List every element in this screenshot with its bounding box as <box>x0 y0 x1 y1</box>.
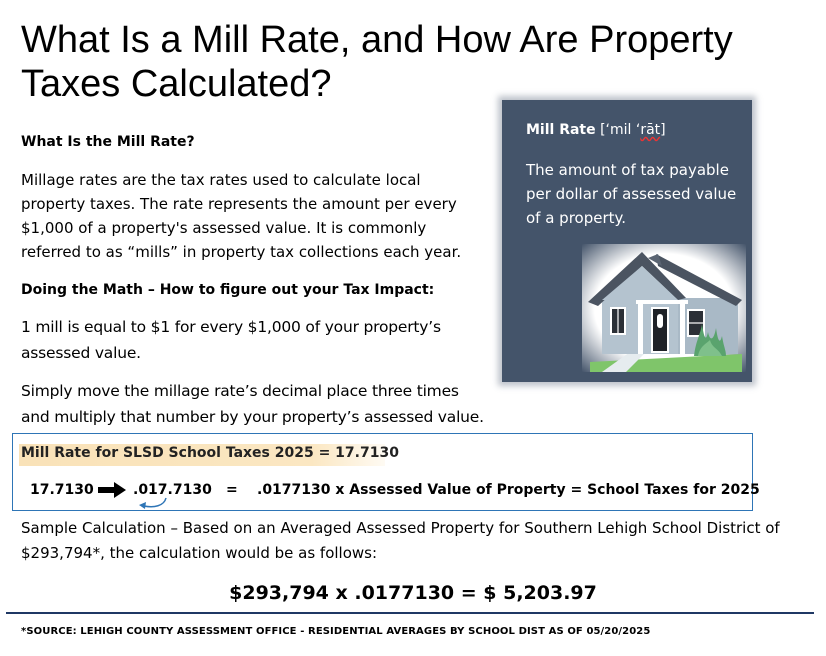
paragraph-line: property taxes. The rate represents the … <box>21 195 457 213</box>
paragraph-line: assessed value. <box>21 344 141 362</box>
mill-equals-paragraph: 1 mill is equal to $1 for every $1,000 o… <box>21 314 441 366</box>
mill-rate-definition-card: Mill Rate [‘mil ‘rāt] The amount of tax … <box>502 100 752 382</box>
rate-highlight <box>19 444 385 466</box>
pronunciation-mid: rāt <box>640 122 661 138</box>
house-icon <box>588 252 742 372</box>
paragraph-line: referred to as “mills” in property tax c… <box>21 243 462 261</box>
move-decimal-paragraph: Simply move the millage rate’s decimal p… <box>21 378 484 430</box>
slsd-mill-rate: Mill Rate for SLSD School Taxes 2025 = 1… <box>21 445 399 461</box>
card-term: Mill Rate [‘mil ‘rāt] <box>526 122 666 138</box>
card-definition: The amount of tax payable per dollar of … <box>526 158 741 230</box>
rate-value: 17.7130 <box>30 482 94 498</box>
paragraph-line: and multiply that number by your propert… <box>21 408 484 426</box>
rate-calculation-box <box>12 433 753 511</box>
definition-line: of a property. <box>526 209 627 227</box>
arrow-right-icon <box>98 482 126 502</box>
sample-calculation-text: Sample Calculation – Based on an Average… <box>21 516 811 566</box>
pronunciation-close: ] <box>660 122 666 138</box>
divider <box>6 612 814 614</box>
paragraph-line: $1,000 of a property's assessed value. I… <box>21 219 427 237</box>
paragraph-line: Simply move the millage rate’s decimal p… <box>21 382 459 400</box>
house-illustration <box>582 244 746 372</box>
section-heading-mill-rate: What Is the Mill Rate? <box>21 134 195 150</box>
mill-rate-paragraph: Millage rates are the tax rates used to … <box>21 168 461 264</box>
rate-formula: .0177130 x Assessed Value of Property = … <box>257 482 760 498</box>
card-term-word: Mill Rate <box>526 122 596 138</box>
section-heading-doing-math: Doing the Math – How to figure out your … <box>21 282 435 298</box>
decimal-move-arrow-icon <box>139 497 167 509</box>
page-title: What Is a Mill Rate, and How Are Propert… <box>21 19 733 105</box>
rate-moved-decimal: .017.7130 <box>133 482 212 498</box>
sample-line: Sample Calculation – Based on an Average… <box>21 519 780 537</box>
paragraph-line: 1 mill is equal to $1 for every $1,000 o… <box>21 318 441 336</box>
sample-calculation-result: $293,794 x .0177130 = $ 5,203.97 <box>229 582 597 604</box>
source-footnote: *SOURCE: LEHIGH COUNTY ASSESSMENT OFFICE… <box>21 626 651 637</box>
pronunciation-open: [‘mil ‘ <box>600 122 641 138</box>
definition-line: per dollar of assessed value <box>526 185 737 203</box>
equals-sign: = <box>226 482 238 498</box>
definition-line: The amount of tax payable <box>526 161 729 179</box>
sample-line: $293,794*, the calculation would be as f… <box>21 544 378 562</box>
paragraph-line: Millage rates are the tax rates used to … <box>21 171 421 189</box>
